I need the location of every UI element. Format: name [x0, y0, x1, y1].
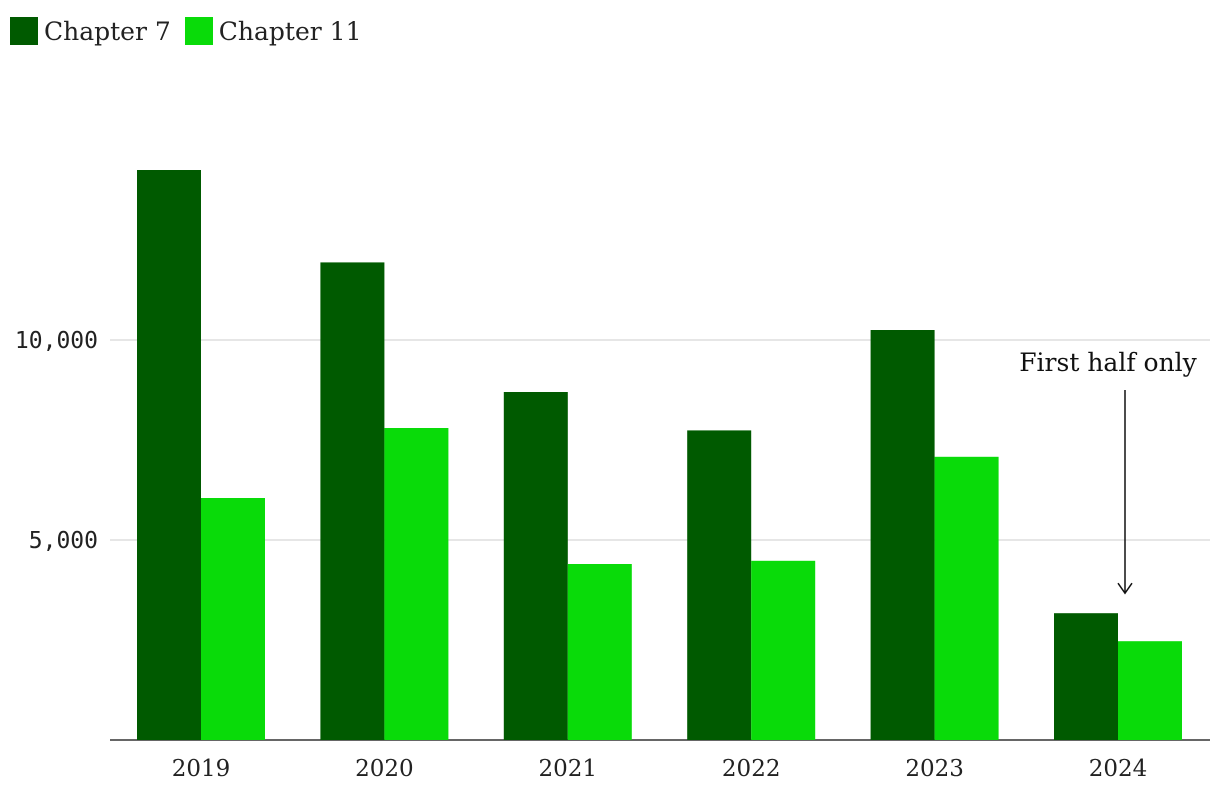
legend-label-chapter-7: Chapter 7: [44, 16, 171, 46]
bar-chapter-7-2020: [320, 262, 385, 740]
x-tick-label-2023: 2023: [905, 756, 964, 782]
bar-chapter-11-2024: [1118, 641, 1182, 740]
x-tick-label-2021: 2021: [539, 756, 598, 782]
bar-chapter-7-2022: [687, 430, 752, 740]
legend: Chapter 7 Chapter 11: [10, 14, 362, 48]
bar-chapter-11-2023: [934, 456, 999, 740]
axis-labels: 5,000 10,000 2019 2020 2021 2022 2023 2024: [15, 328, 1147, 782]
annotation-arrow-head: [1117, 582, 1133, 595]
bar-chapter-7-2021: [503, 392, 568, 740]
x-tick-label-2019: 2019: [172, 756, 231, 782]
bar-chapter-11-2019: [201, 498, 265, 740]
grid-lines: [110, 339, 1210, 741]
x-tick-label-2020: 2020: [355, 756, 414, 782]
legend-swatch-chapter-7: [10, 17, 38, 45]
y-tick-label-10000: 10,000: [15, 328, 98, 354]
legend-item-chapter-11: Chapter 11: [184, 16, 362, 46]
bar-chapter-11-2020: [384, 428, 449, 740]
legend-swatch-chapter-11: [184, 17, 213, 45]
annotation-first-half-only: First half only: [1019, 348, 1197, 377]
x-tick-label-2024: 2024: [1089, 756, 1148, 782]
bar-chapter-7-2024: [1054, 613, 1118, 740]
legend-item-chapter-7: Chapter 7: [10, 17, 171, 46]
annotations: First half only: [1019, 348, 1198, 595]
bar-chapter-7-2019: [137, 170, 201, 740]
y-tick-label-5000: 5,000: [29, 528, 98, 554]
legend-label-chapter-11: Chapter 11: [218, 16, 362, 46]
bar-chapter-11-2022: [751, 560, 816, 740]
x-tick-label-2022: 2022: [722, 756, 781, 782]
bar-chapter-7-2023: [870, 330, 935, 740]
bars: [137, 170, 1182, 740]
bar-chapter-11-2021: [567, 564, 632, 740]
